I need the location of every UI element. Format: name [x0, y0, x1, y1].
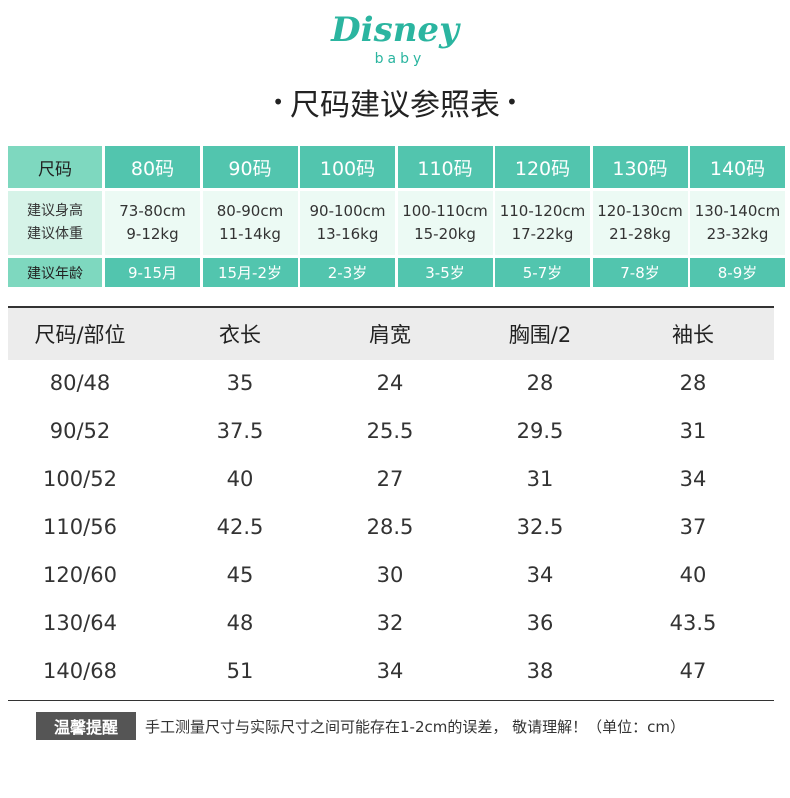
age-cell: 2-3岁 — [300, 258, 395, 287]
size-header-cell: 100码 — [300, 146, 395, 188]
table-cell: 43.5 — [669, 611, 717, 635]
table-cell: 28.5 — [366, 515, 414, 539]
table-cell: 38 — [526, 659, 554, 683]
weight-value: 15-20kg — [414, 225, 476, 243]
table-cell: 45 — [226, 563, 254, 587]
table-cell: 47 — [679, 659, 707, 683]
size-header-cell: 120码 — [495, 146, 590, 188]
weight-value: 11-14kg — [219, 225, 281, 243]
weight-value: 13-16kg — [316, 225, 379, 243]
table-cell: 34 — [376, 659, 404, 683]
hw-cell: 80-90cm 11-14kg — [202, 191, 298, 255]
size-header-cell: 90码 — [202, 146, 298, 188]
table-cell: 40 — [226, 467, 254, 491]
table-cell: 80/48 — [49, 371, 111, 395]
size-header-cell: 140码 — [690, 146, 785, 188]
table-header-bg — [8, 308, 774, 360]
note-badge: 温馨提醒 — [36, 712, 136, 740]
age-cell: 5-7岁 — [495, 258, 590, 287]
table-cell: 48 — [226, 611, 254, 635]
hw-cell: 73-80cm 9-12kg — [105, 191, 200, 255]
size-header-cell: 130码 — [592, 146, 688, 188]
table-column-header: 胸围/2 — [508, 323, 572, 347]
hw-cell: 90-100cm 13-16kg — [300, 191, 395, 255]
table-column-header: 尺码/部位 — [34, 323, 126, 347]
table-cell: 37.5 — [216, 419, 264, 443]
hw-cell: 110-120cm 17-22kg — [495, 191, 590, 255]
weight-label: 建议体重 — [27, 226, 83, 242]
table-cell: 40 — [679, 563, 707, 587]
size-header-cell: 80码 — [105, 146, 200, 188]
table-cell: 34 — [526, 563, 554, 587]
table-column-header: 袖长 — [672, 323, 714, 347]
table-cell: 27 — [376, 467, 404, 491]
logo-brand: Disney — [331, 10, 459, 50]
age-cell: 7-8岁 — [592, 258, 688, 287]
hw-cell: 100-110cm 15-20kg — [397, 191, 493, 255]
table-cell: 28 — [679, 371, 707, 395]
height-value: 130-140cm — [694, 202, 781, 220]
table-cell: 130/64 — [43, 611, 117, 635]
table-cell: 42.5 — [216, 515, 264, 539]
page-title: • 尺码建议参照表 • — [250, 80, 540, 124]
table-cell: 29.5 — [516, 419, 564, 443]
age-cell: 3-5岁 — [397, 258, 493, 287]
hw-label-cell: 建议身高 建议体重 — [8, 191, 102, 255]
table-top-rule — [8, 306, 774, 308]
age-label-cell: 建议年龄 — [8, 258, 102, 287]
hw-cell: 130-140cm 23-32kg — [690, 191, 785, 255]
age-cell: 15月-2岁 — [202, 258, 298, 287]
weight-value: 17-22kg — [511, 225, 574, 243]
table-cell: 90/52 — [49, 419, 111, 443]
table-cell: 36 — [526, 611, 554, 635]
table-cell: 30 — [376, 563, 404, 587]
table-column-header: 衣长 — [219, 323, 261, 347]
logo-sub: baby — [374, 51, 426, 67]
height-value: 100-110cm — [402, 202, 488, 220]
table-cell: 110/56 — [43, 515, 117, 539]
table-column-header: 肩宽 — [369, 323, 411, 347]
table-cell: 140/68 — [43, 659, 117, 683]
age-cell: 8-9岁 — [690, 258, 785, 287]
table-cell: 100/52 — [43, 467, 117, 491]
weight-value: 23-32kg — [706, 225, 769, 243]
weight-value: 21-28kg — [609, 225, 671, 243]
table-cell: 32.5 — [516, 515, 564, 539]
height-value: 120-130cm — [597, 202, 683, 220]
title-dot: • — [272, 90, 284, 114]
size-header-cell: 110码 — [397, 146, 493, 188]
table-cell: 24 — [376, 371, 404, 395]
table-cell: 31 — [679, 419, 707, 443]
table-bottom-rule — [8, 700, 774, 701]
size-label-cell: 尺码 — [8, 146, 102, 188]
height-label: 建议身高 — [27, 203, 83, 219]
table-cell: 32 — [376, 611, 404, 635]
title-dot: • — [506, 90, 518, 114]
height-value: 80-90cm — [216, 202, 284, 220]
table-cell: 31 — [526, 467, 554, 491]
height-value: 73-80cm — [119, 202, 186, 220]
table-cell: 34 — [679, 467, 707, 491]
table-cell: 25.5 — [366, 419, 414, 443]
note-text: 手工测量尺寸与实际尺寸之间可能存在1-2cm的误差， 敬请理解！（单位：cm） — [145, 717, 685, 736]
weight-value: 9-12kg — [126, 225, 179, 243]
table-cell: 120/60 — [43, 563, 117, 587]
hw-cell: 120-130cm 21-28kg — [592, 191, 688, 255]
height-value: 90-100cm — [309, 202, 386, 220]
table-cell: 37 — [679, 515, 707, 539]
table-cell: 28 — [526, 371, 554, 395]
age-cell: 9-15月 — [105, 258, 200, 287]
height-value: 110-120cm — [499, 202, 586, 220]
table-cell: 35 — [226, 371, 254, 395]
table-cell: 51 — [226, 659, 254, 683]
title-text: 尺码建议参照表 — [290, 88, 500, 123]
